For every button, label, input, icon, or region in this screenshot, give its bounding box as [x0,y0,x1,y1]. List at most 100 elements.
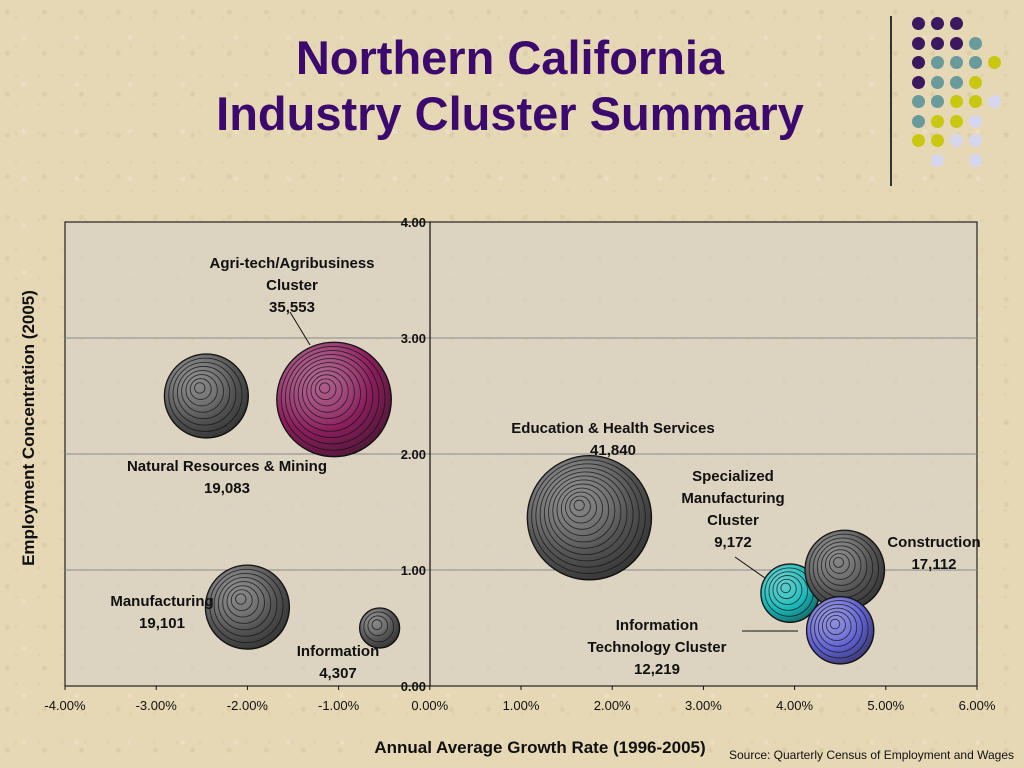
bubble-ring [772,575,803,605]
x-tick-label: -4.00% [44,698,86,713]
bubble-category-label: Information [297,643,380,660]
bubble-ring [205,564,290,650]
bubble-ring [531,459,646,574]
bubble-ring [552,479,616,543]
title-line-1: Northern California [295,31,725,84]
bubble-shade [276,342,392,457]
bubble-ring [573,499,585,511]
bubble-ring [814,603,863,653]
bubble-ring [222,581,266,624]
bubble-ring [297,362,361,426]
bubble-ring [371,619,383,631]
bubble-ring [833,556,844,568]
decorative-dot [950,95,963,108]
leader-line [289,311,311,346]
bubble-value-label: 41,840 [590,442,636,459]
bubble-category-label: Manufacturing [681,490,784,507]
bubble-ring [526,455,652,581]
bubble-ring [213,572,278,637]
bubble-ring [289,354,374,439]
decorative-dot [950,17,963,30]
bubble-ring [164,353,249,439]
bubble-ring [314,378,337,401]
bubble-ring [780,582,791,594]
bubble-ring [168,357,243,432]
title-line-2: Industry Cluster Summary [216,87,804,140]
bubble-ring [230,589,253,612]
bubble-ring [829,553,850,574]
y-tick-label: 4.00 [401,215,426,230]
bubble-value-label: 17,112 [911,556,956,573]
bubble-ring [810,600,869,659]
decorative-dot [912,134,925,147]
bubble-value-label: 19,101 [139,615,185,632]
bubble-ring [565,491,597,524]
x-tick-label: 4.00% [776,698,813,713]
bubble-ring [829,618,841,630]
bubble-category-label: Education & Health Services [511,420,714,437]
decorative-dot [931,56,944,69]
bubble-ring [319,382,331,394]
bubble-value-label: 12,219 [634,661,680,678]
bubble-ring [194,382,206,394]
decorative-dot [969,95,982,108]
bubble-value-label: 4,307 [319,665,357,682]
bubble-shade [164,354,249,438]
decorative-dot [950,114,963,128]
bubble-ring [543,471,628,556]
bubble-shade [205,565,290,650]
bubble-ring [293,358,368,432]
x-tick-label: 0.00% [411,698,448,713]
decorative-dot [931,134,944,147]
decorative-dot [931,36,944,50]
bubble-ring [768,571,809,611]
bubble-ring [235,593,247,605]
bubble-ring [176,365,231,420]
x-tick-label: -2.00% [227,698,269,713]
decorative-dot [969,36,982,50]
bubble-category-label: Specialized [692,468,774,485]
bubble-value-label: 19,083 [204,480,250,497]
bubble-ring [172,361,237,426]
bubble-ring [776,578,797,600]
decorative-dot [988,56,1001,69]
bubble-ring [217,577,272,631]
bubble-ring [556,483,610,537]
bubble-ring [816,541,868,592]
bubble-ring [818,607,858,647]
bubble-value-label: 9,172 [714,534,752,551]
bubble-ring [367,615,389,637]
bubble-ring [276,341,392,458]
decorative-dot [950,134,963,147]
bubble-category-label: Construction [887,534,980,551]
x-tick-label: 6.00% [959,698,996,713]
bubble-category-label: Cluster [707,512,759,529]
decorative-dot [969,114,982,128]
decorative-dot [950,75,963,89]
x-tick-label: -1.00% [318,698,360,713]
decorative-dot [969,153,982,167]
source-note: Source: Quarterly Census of Employment a… [728,748,1014,762]
decorative-dot [912,114,925,128]
leader-line [734,556,766,579]
bubble-ring [310,374,343,407]
decorative-dot [912,17,925,30]
y-tick-label: 3.00 [401,331,426,346]
decorative-dot [912,95,925,108]
bubble-ring [209,568,284,644]
decorative-dot [969,134,982,147]
decorative-divider [890,16,892,186]
bubble-ring [363,611,395,643]
bubble-category-label: Natural Resources & Mining [127,458,327,475]
bubble-category-label: Technology Cluster [588,639,727,656]
bubble-ring [820,545,862,586]
bubble-category-label: Manufacturing [110,593,213,610]
x-tick-label: 2.00% [594,698,631,713]
decorative-dot [950,36,963,50]
bubble-shade [805,530,885,610]
decorative-dot [988,95,1001,108]
bubble-ring [280,345,386,451]
bubble-ring [824,549,856,580]
bubble-shade [761,564,820,623]
